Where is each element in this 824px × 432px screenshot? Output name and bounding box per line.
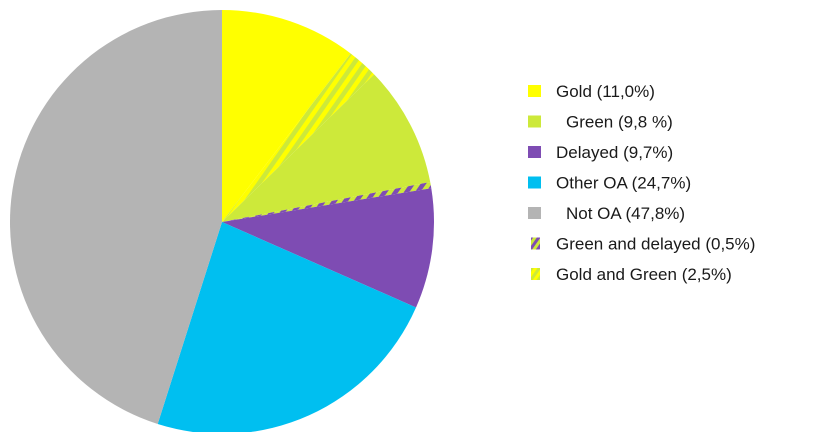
pie-slice-delayed	[222, 188, 434, 308]
legend-item-other-oa: Other OA (24,7%)	[528, 174, 691, 193]
legend-swatch	[528, 146, 541, 158]
legend-swatch	[528, 207, 541, 219]
legend-label: Green and delayed (0,5%)	[556, 235, 755, 254]
pie-slice-not-oa	[9, 9, 222, 425]
legend-swatch	[531, 237, 540, 250]
legend-item-green-and-delayed: Green and delayed (0,5%)	[531, 235, 755, 254]
legend-item-not-oa: Not OA (47,8%)	[528, 204, 685, 223]
legend-swatch	[528, 115, 541, 128]
pie-slice-gold-and-green	[222, 53, 375, 222]
legend-item-gold: Gold (11,0%)	[528, 82, 655, 101]
legend-swatch	[531, 268, 540, 280]
pie-slice-green	[222, 74, 431, 222]
pie-slice-other-oa	[157, 222, 417, 432]
legend: Gold (11,0%) Green (9,8 %) Delayed (9,7%) O…	[528, 82, 755, 284]
legend-item-green: Green (9,8 %)	[528, 113, 673, 132]
legend-label: Delayed (9,7%)	[556, 143, 673, 162]
legend-label: Not OA (47,8%)	[566, 204, 685, 223]
legend-label: Green (9,8 %)	[566, 113, 673, 132]
legend-label: Gold and Green (2,5%)	[556, 265, 732, 284]
legend-item-gold-and-green: Gold and Green (2,5%)	[531, 265, 732, 284]
legend-label: Gold (11,0%)	[556, 82, 655, 101]
pie-slice-gold	[222, 10, 351, 222]
pie-slice-green-and-delayed	[222, 182, 432, 222]
pie-slices	[9, 9, 434, 432]
legend-swatch	[528, 176, 541, 189]
legend-label: Other OA (24,7%)	[556, 174, 691, 193]
legend-item-delayed: Delayed (9,7%)	[528, 143, 673, 162]
legend-swatch	[528, 85, 541, 97]
